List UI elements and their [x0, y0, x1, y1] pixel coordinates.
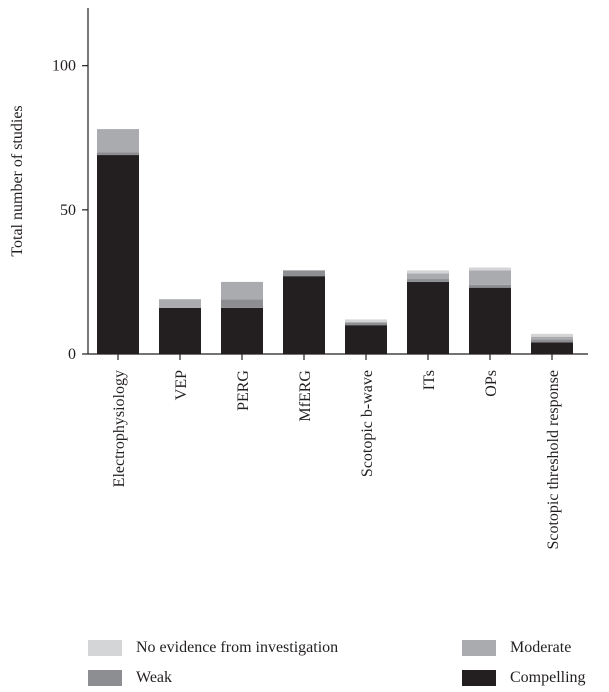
x-tick-label-scotopic-b-wave: Scotopic b-wave: [359, 370, 376, 477]
bar-scotopic-threshold-response-moderate: [531, 336, 573, 340]
bar-scotopic-b-wave-compelling: [345, 325, 387, 354]
x-tick-label-ops: OPs: [483, 370, 500, 397]
bar-its-weak: [407, 279, 449, 282]
bar-perg-compelling: [221, 307, 263, 354]
bar-vep-moderate: [159, 299, 201, 308]
y-axis-title: Total number of studies: [9, 105, 26, 256]
x-tick-label-its: ITs: [421, 370, 438, 390]
bar-electrophysiology-weak: [97, 152, 139, 156]
bar-electrophysiology-moderate: [97, 129, 139, 153]
y-tick-label: 100: [52, 58, 76, 75]
bar-scotopic-b-wave-no-evidence-from-investigation: [345, 319, 387, 323]
y-tick-label: 0: [68, 346, 76, 363]
bar-scotopic-threshold-response-weak: [531, 339, 573, 343]
y-ticks: 0 50 100: [52, 58, 88, 363]
bars-layer: [97, 129, 573, 354]
bar-ops-moderate: [469, 270, 511, 285]
bar-perg-weak: [221, 299, 263, 308]
x-ticks: Electrophysiology VEP PERG MfERG Scotopic b-…: [111, 354, 562, 550]
bar-its-compelling: [407, 281, 449, 354]
bar-its-moderate: [407, 273, 449, 280]
x-tick-label-vep: VEP: [173, 370, 190, 400]
bar-scotopic-threshold-response-compelling: [531, 342, 573, 354]
x-tick-label-mferg: MfERG: [297, 370, 314, 422]
x-tick-label-scotopic-threshold-response: Scotopic threshold response: [545, 370, 562, 550]
bar-scotopic-threshold-response-no-evidence-from-investigation: [531, 333, 573, 337]
bar-ops-compelling: [469, 287, 511, 354]
bar-ops-no-evidence-from-investigation: [469, 267, 511, 271]
bar-electrophysiology-compelling: [97, 155, 139, 354]
bar-perg-moderate: [221, 281, 263, 300]
bar-vep-compelling: [159, 307, 201, 354]
x-tick-label-perg: PERG: [235, 370, 252, 411]
y-tick-label: 50: [60, 202, 76, 219]
x-tick-label-electrophysiology: Electrophysiology: [111, 370, 128, 487]
bar-its-no-evidence-from-investigation: [407, 270, 449, 274]
bar-mferg-weak: [283, 270, 325, 277]
bar-ops-weak: [469, 284, 511, 288]
bar-scotopic-b-wave-weak: [345, 322, 387, 326]
bar-mferg-compelling: [283, 276, 325, 354]
